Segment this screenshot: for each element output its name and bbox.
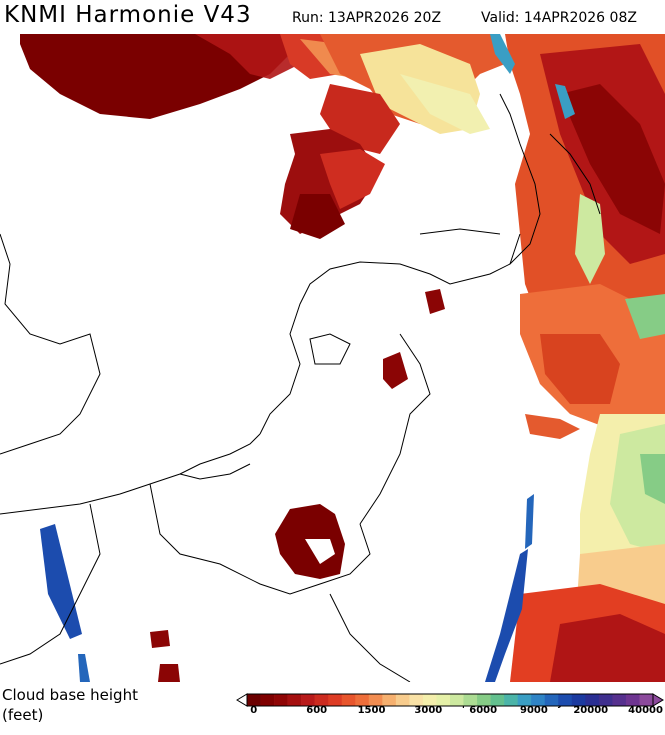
scale-swatch xyxy=(274,694,288,706)
cloud-streak-southeast xyxy=(485,549,528,682)
variable-name: Cloud base height xyxy=(2,686,138,704)
scale-swatch xyxy=(477,694,491,706)
scale-swatch xyxy=(314,694,329,706)
scale-swatch xyxy=(409,694,424,706)
variable-units: (feet) xyxy=(2,706,44,724)
map-panel: Infoplaza / Wilfred Janssen xyxy=(0,34,665,709)
scale-tick-label: 3000 xyxy=(414,705,443,716)
scale-swatch xyxy=(450,694,464,706)
scale-swatch xyxy=(517,694,532,706)
scale-tick-label: 9000 xyxy=(519,705,548,716)
scale-swatch xyxy=(355,694,370,706)
scale-swatch xyxy=(436,694,451,706)
color-scale-bar xyxy=(236,693,664,707)
scale-swatch xyxy=(639,694,654,706)
scale-swatch xyxy=(598,694,613,706)
header: KNMI Harmonie V43 Run: 13APR2026 20Z Val… xyxy=(0,0,665,34)
scale-swatch xyxy=(247,694,261,706)
scale-swatch xyxy=(395,694,410,706)
scale-swatch xyxy=(382,694,397,706)
run-time: Run: 13APR2026 20Z xyxy=(292,10,442,26)
cloud-base-map xyxy=(0,34,665,682)
scale-swatch xyxy=(490,694,505,706)
scale-swatch xyxy=(504,694,518,706)
scale-swatch xyxy=(422,694,437,706)
scale-tick-label: 20000 xyxy=(573,705,609,716)
scale-tick-label: 40000 xyxy=(628,705,663,716)
scale-swatch xyxy=(328,694,343,706)
scale-swatch xyxy=(585,694,600,706)
scale-swatch xyxy=(544,694,559,706)
scale-swatch xyxy=(558,694,573,706)
scale-arrow-left xyxy=(236,693,248,707)
scale-tick-label: 6000 xyxy=(469,705,498,716)
scale-swatch xyxy=(571,694,586,706)
scale-swatch xyxy=(287,694,302,706)
scale-swatch xyxy=(612,694,627,706)
scale-swatch xyxy=(368,694,383,706)
scale-tick-label: 1500 xyxy=(357,705,386,716)
valid-time: Valid: 14APR2026 08Z xyxy=(481,10,637,26)
scale-tick-label: 0 xyxy=(250,705,258,716)
scale-swatch xyxy=(531,694,546,706)
scale-swatch xyxy=(260,694,275,706)
scale-swatch xyxy=(625,694,640,706)
color-scale: 0 600 1500 3000 6000 9000 20000 40000 xyxy=(236,692,664,726)
legend-footer: Cloud base height (feet) 0 600 1500 3000 600… xyxy=(0,682,665,735)
scale-tick-label: 600 xyxy=(306,705,328,716)
model-title: KNMI Harmonie V43 xyxy=(4,2,252,28)
scale-swatch xyxy=(463,694,478,706)
scale-swatch xyxy=(301,694,315,706)
scale-swatch xyxy=(341,694,356,706)
